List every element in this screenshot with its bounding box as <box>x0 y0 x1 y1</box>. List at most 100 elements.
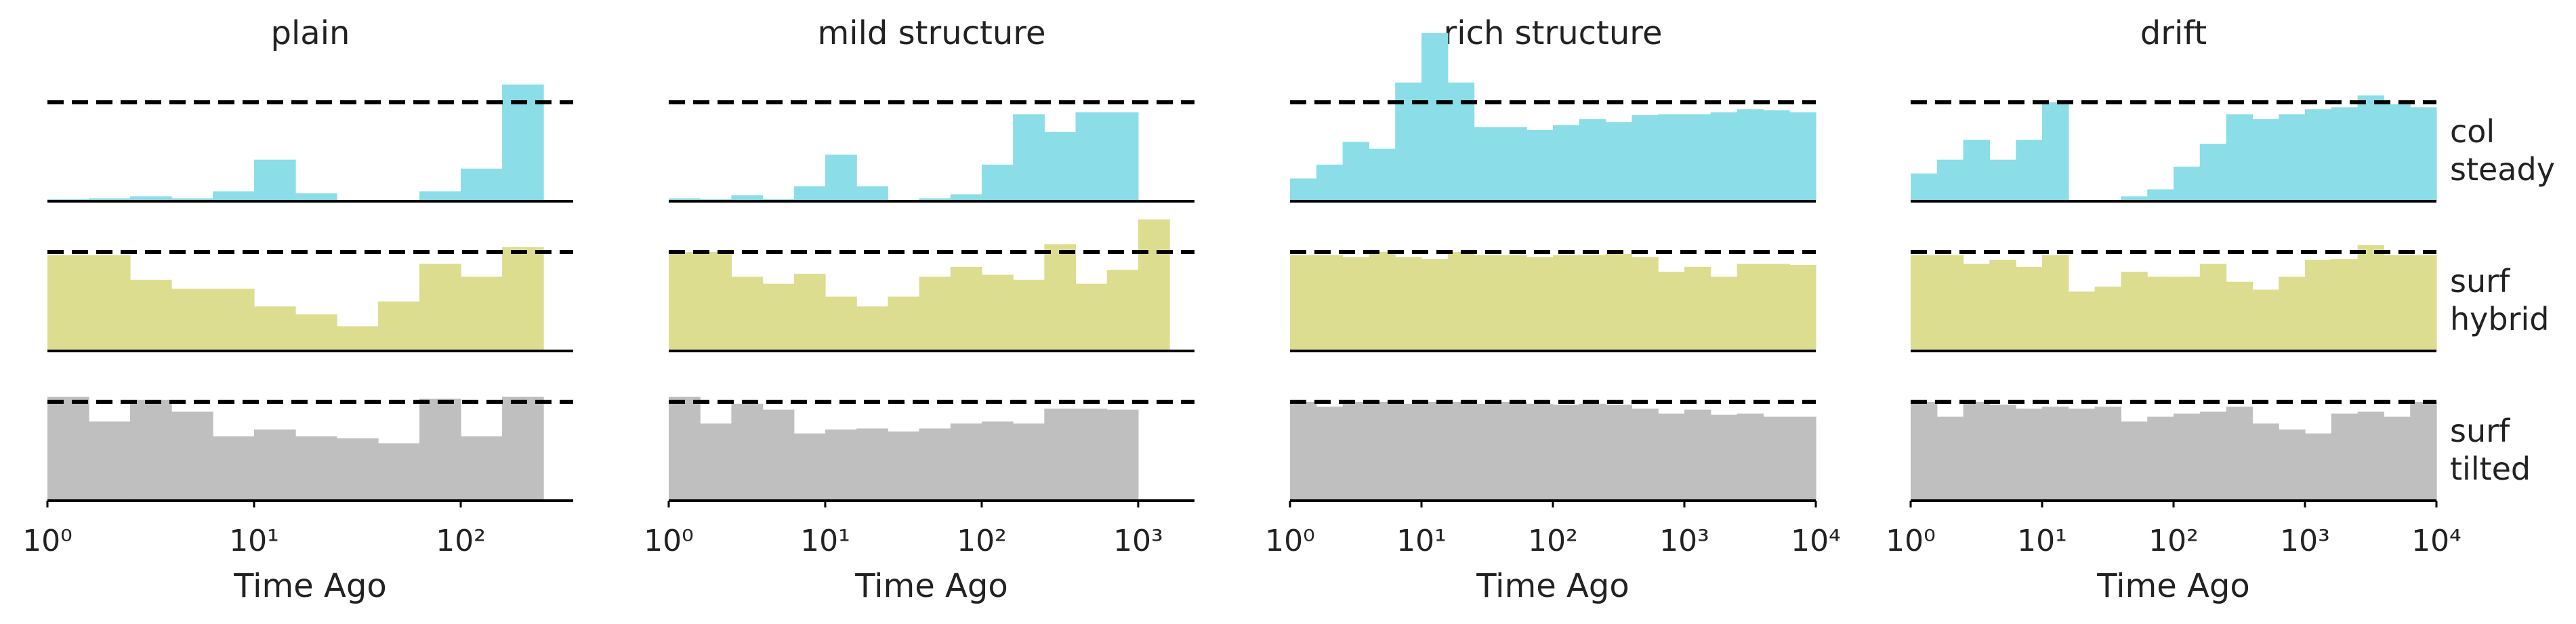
histogram-bar <box>2068 291 2096 351</box>
histogram-bar <box>419 264 461 351</box>
x-tick-label: 10² <box>436 524 486 558</box>
histogram-bar <box>1447 252 1475 351</box>
histogram-bar <box>669 198 701 201</box>
x-tick-label: 10¹ <box>1396 524 1447 558</box>
row-label: surf hybrid <box>2450 263 2549 337</box>
histogram-bar <box>1013 279 1045 351</box>
histogram-bar <box>1500 255 1527 351</box>
histogram-bar <box>1106 112 1139 201</box>
histogram-bar <box>47 255 89 351</box>
histogram-bar <box>89 198 131 201</box>
histogram-bar <box>171 411 213 501</box>
histogram-bar <box>1737 413 1764 501</box>
histogram-bar <box>295 436 337 501</box>
histogram-bar <box>2094 287 2121 351</box>
histogram-bar <box>2305 109 2332 201</box>
histogram-bar <box>1684 266 1711 351</box>
histogram-bar <box>1684 114 1711 201</box>
histogram-bar <box>1789 264 1816 351</box>
histogram-bar <box>1605 404 1632 501</box>
histogram-bar <box>1044 409 1077 501</box>
histogram-bar <box>919 198 951 201</box>
x-tick-label: 10² <box>957 524 1007 558</box>
histogram-bar <box>1290 255 1317 351</box>
histogram-bar <box>856 186 888 201</box>
histogram-bar <box>825 429 857 501</box>
histogram-bar <box>2305 433 2332 501</box>
histogram-bar <box>378 443 420 501</box>
x-axis-label: Time Ago <box>233 567 386 605</box>
histogram-bar <box>2199 144 2227 201</box>
histogram-bar <box>762 283 795 351</box>
x-tick-label: 10⁴ <box>1791 524 1841 558</box>
histogram-bar <box>1579 255 1606 351</box>
histogram-bar <box>1911 255 1938 351</box>
histogram-bar <box>1936 416 1964 501</box>
histogram-bar <box>1395 257 1422 351</box>
histogram-bar <box>950 423 982 501</box>
histogram-bar <box>1710 112 1738 201</box>
histogram-bar <box>1316 255 1344 351</box>
histogram-bar <box>1075 283 1108 351</box>
histogram-bar <box>1500 402 1527 501</box>
histogram-bar <box>1605 253 1632 351</box>
histogram-bar <box>2174 166 2201 201</box>
histogram-bar <box>1316 407 1344 501</box>
histogram-bar <box>378 301 420 351</box>
row-label-line: steady <box>2450 151 2555 188</box>
x-tick-label: 10⁰ <box>22 524 72 558</box>
histogram-bar <box>2174 413 2201 501</box>
histogram-bar <box>1911 173 1938 201</box>
histogram-bar <box>793 186 826 201</box>
histogram-bar <box>2279 429 2306 501</box>
panel-title: drift <box>2140 14 2207 52</box>
histogram-bar <box>1369 402 1396 501</box>
histogram-bar <box>1369 148 1396 201</box>
x-tick-label: 10⁰ <box>1265 524 1315 558</box>
histogram-bar <box>793 274 826 351</box>
histogram-bar <box>919 428 951 501</box>
histogram-bar <box>1290 178 1317 201</box>
histogram-bar <box>337 438 379 501</box>
histogram-bar <box>700 423 732 501</box>
histogram-bar <box>419 191 461 201</box>
histogram-bar <box>89 255 131 351</box>
x-tick-label: 10¹ <box>800 524 850 558</box>
histogram-bar <box>1710 276 1738 351</box>
histogram-bar <box>1369 252 1396 351</box>
x-tick-label: 10³ <box>1113 524 1163 558</box>
histogram-bar <box>1044 244 1077 351</box>
histogram-bar <box>1395 403 1422 501</box>
row-label-line: hybrid <box>2450 301 2549 337</box>
histogram-bar <box>2279 114 2306 201</box>
histogram-bar <box>337 326 379 351</box>
histogram-bar <box>950 194 982 201</box>
panel-title: plain <box>271 14 350 52</box>
histogram-bar <box>1632 115 1659 201</box>
histogram-bar <box>1763 416 1790 501</box>
histogram-bar <box>47 396 89 501</box>
histogram-bar <box>981 274 1014 351</box>
histogram-bar <box>2357 411 2384 501</box>
histogram-bar <box>856 306 888 351</box>
histogram-bar <box>295 314 337 351</box>
histogram-bar <box>254 159 296 201</box>
x-tick-label: 10³ <box>2280 524 2330 558</box>
histogram-bar <box>1553 404 1580 501</box>
histogram-bar <box>1342 257 1369 351</box>
histogram-bar <box>1553 255 1580 351</box>
histogram-bar <box>981 164 1014 201</box>
histogram-bar <box>2384 255 2411 351</box>
x-tick-label: 10⁰ <box>644 524 694 558</box>
histogram-bar <box>1658 413 1685 501</box>
x-tick-label: 10¹ <box>229 524 279 558</box>
histogram-bar <box>1658 272 1685 351</box>
histogram-bar <box>2252 423 2279 501</box>
histogram-bar <box>2147 189 2174 201</box>
histogram-bar <box>2147 276 2174 351</box>
histogram-bar <box>1989 404 2016 501</box>
histogram-bar <box>1936 159 1964 201</box>
histogram-bar <box>2357 95 2384 201</box>
